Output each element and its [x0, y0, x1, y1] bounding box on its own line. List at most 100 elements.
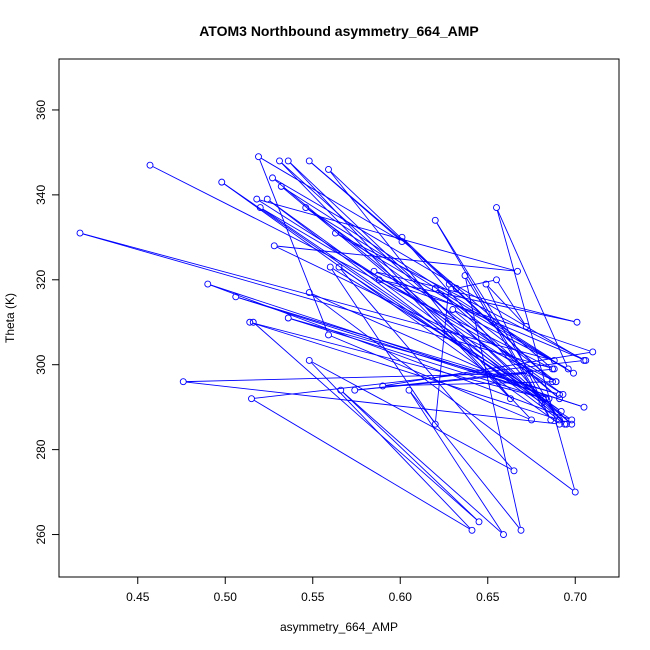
series-segment	[410, 392, 503, 533]
data-point	[563, 420, 570, 428]
data-point	[337, 386, 345, 394]
series-segment	[311, 361, 512, 470]
data-point	[332, 229, 339, 237]
x-tick-label: 0.55	[301, 590, 325, 604]
series-segment	[262, 208, 560, 411]
data-point	[493, 276, 500, 284]
data-point	[526, 369, 534, 377]
data-point	[547, 416, 555, 424]
data-point	[269, 174, 276, 182]
data-point	[468, 526, 476, 534]
series-segment	[466, 277, 550, 418]
series-segment	[253, 399, 470, 530]
series-segment	[497, 282, 526, 325]
series-segment	[277, 245, 515, 272]
data-point	[146, 161, 154, 169]
data-point	[326, 263, 334, 271]
data-point	[571, 488, 579, 496]
data-point	[514, 267, 521, 275]
series-lines	[82, 157, 591, 533]
data-point	[248, 395, 255, 403]
series-segment	[311, 293, 547, 398]
data-point	[556, 395, 563, 403]
data-point	[284, 314, 292, 322]
data-point	[398, 233, 406, 241]
data-point	[305, 357, 313, 364]
data-point	[351, 386, 359, 394]
series-segment	[487, 285, 525, 325]
x-axis-label: asymmetry_664_AMP	[280, 620, 398, 634]
series-segment	[486, 286, 550, 418]
data-point	[493, 204, 500, 212]
series-segment	[252, 322, 543, 399]
y-axis-label: Theta (K)	[3, 293, 17, 343]
data-point	[542, 395, 549, 403]
series-segment	[437, 289, 558, 398]
series-segment	[403, 239, 551, 380]
series-segment	[382, 279, 575, 323]
data-point	[255, 153, 262, 161]
y-tick-label: 260	[34, 524, 48, 544]
data-point	[559, 390, 567, 398]
series-segment	[308, 208, 572, 373]
series-segment	[437, 289, 554, 381]
data-point	[568, 416, 576, 424]
data-point	[549, 378, 556, 386]
data-point	[522, 323, 530, 330]
series-segment	[283, 187, 552, 360]
data-point	[76, 229, 84, 237]
series-segment	[455, 310, 566, 368]
series-segment	[276, 246, 554, 381]
data-point	[179, 378, 187, 386]
series-segment	[311, 293, 574, 491]
series-segment	[332, 268, 547, 398]
series-segment	[259, 200, 561, 394]
series-segment	[337, 234, 584, 360]
data-point	[556, 420, 563, 428]
y-tick-label: 320	[34, 269, 48, 289]
data-point	[284, 157, 292, 165]
data-point	[276, 157, 283, 165]
y-tick-label: 360	[34, 100, 48, 120]
data-point	[570, 369, 577, 377]
data-point	[550, 357, 558, 364]
data-point	[370, 267, 378, 275]
series-segment	[281, 162, 570, 423]
data-point	[249, 318, 257, 326]
data-point	[561, 420, 569, 428]
data-point	[305, 289, 313, 296]
series-segment	[152, 166, 551, 368]
data-point	[218, 178, 226, 186]
x-tick-label: 0.70	[564, 590, 588, 604]
data-point	[568, 420, 576, 428]
series-segment	[311, 162, 401, 240]
data-point	[431, 216, 439, 224]
data-point	[500, 531, 507, 538]
data-point	[325, 165, 332, 173]
data-point	[431, 420, 439, 428]
data-point	[302, 204, 310, 212]
series-segment	[82, 233, 552, 369]
data-point	[510, 467, 518, 475]
data-point	[507, 395, 514, 403]
data-point	[545, 395, 553, 403]
data-point	[305, 157, 313, 165]
series-segment	[259, 199, 515, 271]
x-tick-label: 0.50	[214, 590, 238, 604]
data-point	[325, 331, 332, 339]
series-segment	[454, 311, 558, 398]
series-segment	[269, 200, 563, 423]
series-segment	[210, 284, 570, 420]
y-tick-label: 280	[34, 439, 48, 459]
series-segment	[342, 391, 502, 533]
data-point	[580, 403, 588, 411]
series-segment	[311, 362, 471, 529]
series-segment	[496, 210, 575, 490]
y-tick-label: 340	[34, 185, 48, 205]
series-segment	[341, 268, 570, 419]
series-segment	[259, 159, 328, 333]
data-point	[270, 242, 278, 250]
series-segment	[331, 335, 529, 420]
series-segment	[342, 391, 478, 521]
series-segment	[252, 322, 557, 420]
